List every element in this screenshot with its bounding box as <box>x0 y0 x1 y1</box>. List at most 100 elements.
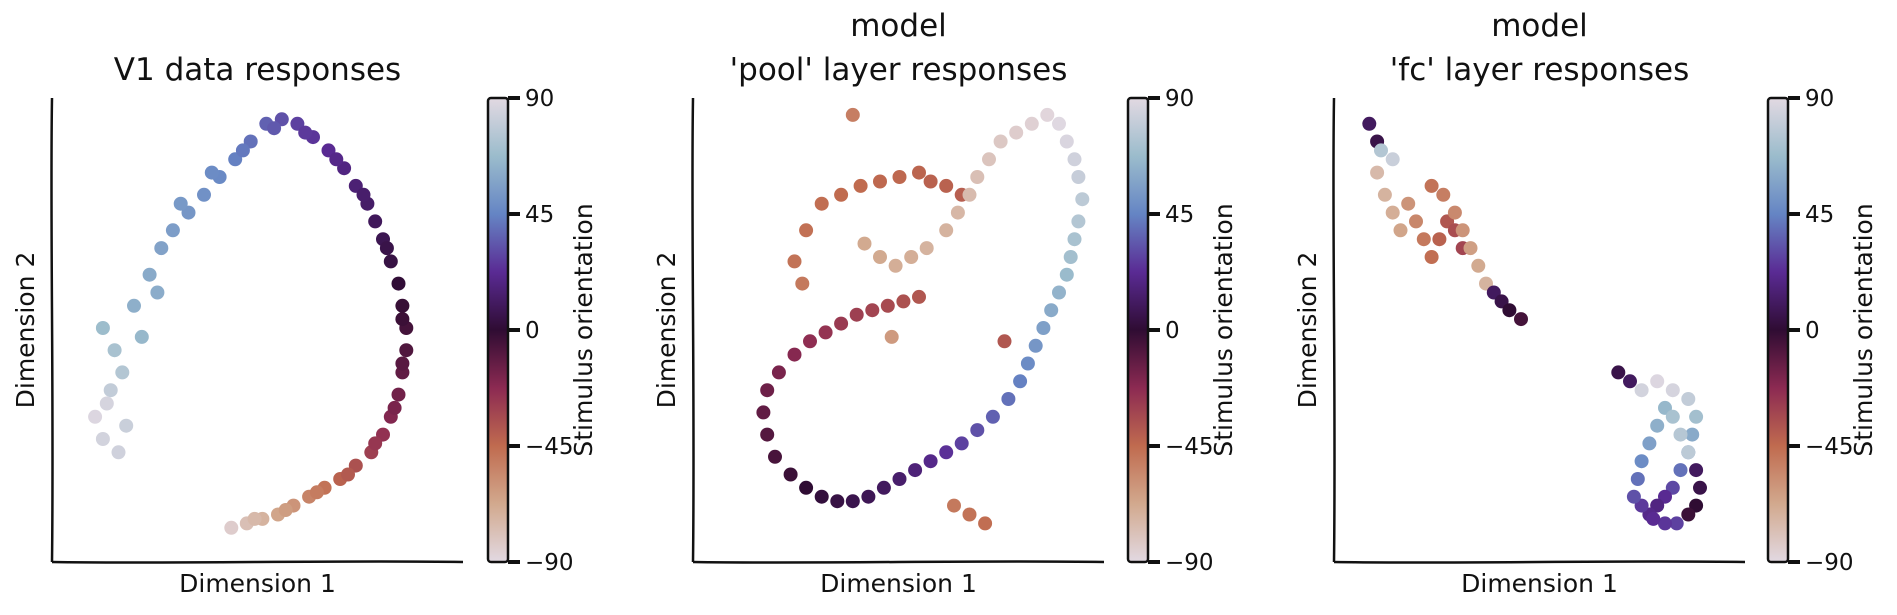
scatter-point <box>760 383 775 398</box>
scatter-point <box>873 250 887 264</box>
panel-3: model 'fc' layer responses Dimension 1 Dime… <box>1293 8 1878 598</box>
colorbar-tick-label: 90 <box>1805 86 1834 112</box>
scatter-point <box>1067 232 1082 247</box>
scatter-point <box>880 298 895 313</box>
scatter-point <box>865 303 880 318</box>
scatter-point <box>1393 223 1408 238</box>
scatter-point <box>954 436 969 451</box>
scatter-point <box>1059 267 1074 282</box>
colorbar-label: Stimulus orientation <box>569 203 598 456</box>
scatter-point <box>1611 365 1626 380</box>
scatter-point <box>795 276 810 291</box>
x-axis-line <box>1333 560 1746 564</box>
scatter-point <box>95 432 110 446</box>
scatter-point <box>857 236 872 251</box>
scatter-point <box>818 325 833 340</box>
x-axis-label: Dimension 1 <box>820 569 977 598</box>
scatter-point <box>368 214 383 229</box>
scatter-point <box>1681 392 1696 406</box>
scatter-point <box>1036 321 1051 335</box>
scatter-point <box>115 365 130 380</box>
panel-title: model <box>850 8 947 44</box>
scatter-point <box>993 134 1008 149</box>
scatter-point <box>1634 454 1649 469</box>
scatter-point <box>1673 427 1688 442</box>
scatter-point <box>395 298 410 313</box>
scatter-point <box>1463 241 1478 256</box>
scatter-point <box>1424 178 1439 193</box>
scatter-point <box>845 494 860 509</box>
scatter-point <box>830 494 845 509</box>
scatter-point <box>329 152 344 167</box>
scatter-point <box>970 423 985 438</box>
scatter-point <box>247 511 262 526</box>
scatter-point <box>1646 511 1661 526</box>
colorbar-tick-label: 45 <box>1805 202 1834 228</box>
scatter-point <box>783 467 798 482</box>
scatter-point <box>1471 258 1486 273</box>
scatter-point <box>908 463 923 478</box>
scatter-point <box>224 520 239 535</box>
colorbar-tick-label: 90 <box>525 86 554 112</box>
scatter-point <box>1377 187 1392 202</box>
scatter-point <box>1673 463 1688 478</box>
x-axis-line <box>51 560 464 564</box>
scatter-point <box>173 196 188 211</box>
colorbar-tick-label: 90 <box>1165 86 1194 112</box>
y-axis-label: Dimension 2 <box>1293 252 1322 409</box>
scatter-point <box>1009 125 1024 140</box>
scatter-point <box>1071 214 1086 229</box>
scatter-point <box>383 254 398 269</box>
scatter-point <box>1630 472 1645 486</box>
colorbar-tick-label: 0 <box>1165 318 1180 344</box>
scatter-point <box>1362 116 1377 131</box>
colorbar-label: Stimulus orientation <box>1209 203 1238 456</box>
scatter-point <box>912 289 926 304</box>
scatter-point <box>1052 285 1066 300</box>
scatter-point <box>399 343 414 358</box>
colorbar-tick-label: −45 <box>525 434 574 460</box>
scatter-point <box>861 489 876 504</box>
scatter-point <box>1385 205 1400 220</box>
scatter-point <box>904 250 919 264</box>
scatter-point <box>1623 374 1637 389</box>
scatter-point <box>849 307 864 322</box>
colorbar <box>1766 96 1790 564</box>
scatter-point <box>799 223 814 238</box>
scatter-point <box>1626 489 1641 504</box>
scatter-point <box>771 365 786 380</box>
scatter-point <box>888 258 903 273</box>
scatter-point <box>150 285 165 300</box>
scatter-point <box>298 125 313 140</box>
scatter-point <box>892 170 907 184</box>
scatter-point <box>278 503 293 517</box>
scatter-point <box>1650 418 1665 433</box>
x-axis-line <box>692 560 1105 564</box>
scatter-point <box>1059 134 1074 149</box>
scatter-point <box>923 454 938 469</box>
scatter-point <box>1681 507 1696 522</box>
scatter-point <box>919 241 934 256</box>
colorbar-tick-label: −90 <box>525 550 574 576</box>
colorbar-label: Stimulus orientation <box>1849 203 1878 456</box>
scatter-point <box>947 498 961 513</box>
scatter-point <box>1424 250 1439 264</box>
scatter-point <box>1409 214 1423 229</box>
scatter-point <box>1385 152 1400 167</box>
scatter-point <box>962 187 977 202</box>
scatter-point <box>1020 356 1035 371</box>
scatter-point <box>341 467 355 482</box>
scatter-point <box>1455 223 1470 238</box>
scatter-point <box>1634 383 1649 398</box>
scatter-point <box>1416 232 1431 247</box>
colorbar-tick-label: 0 <box>1805 318 1820 344</box>
scatter-point <box>760 427 775 442</box>
scatter-point <box>391 276 406 291</box>
scatter-point <box>982 152 996 167</box>
scatter-point <box>923 174 938 189</box>
scatter-point <box>95 321 110 335</box>
y-axis-label: Dimension 2 <box>652 252 681 409</box>
scatter-point <box>154 241 169 256</box>
colorbar-tick-label: 0 <box>525 318 540 344</box>
